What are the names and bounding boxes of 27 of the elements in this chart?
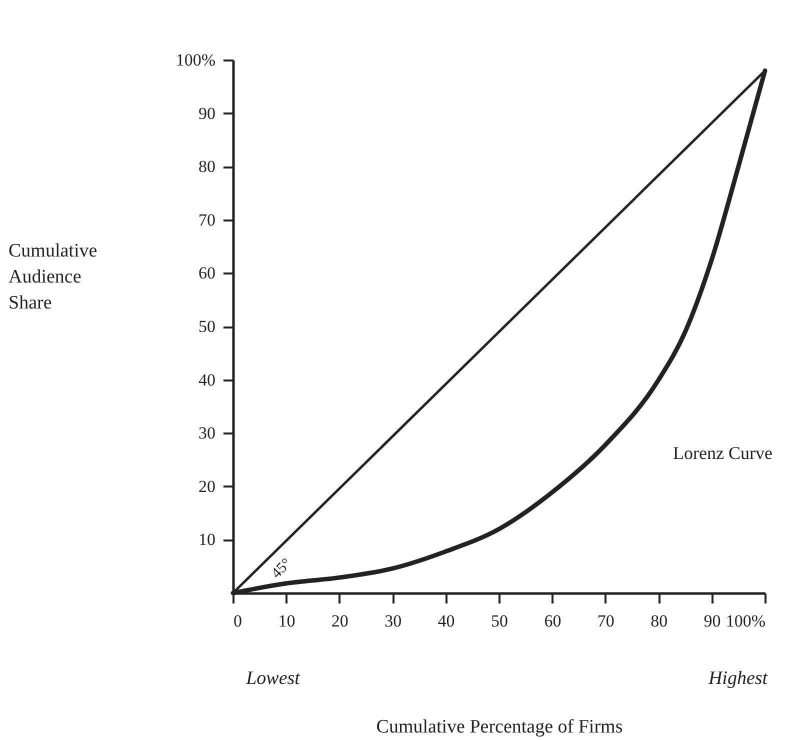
y-tick-label: 90 bbox=[198, 104, 216, 123]
annotation: Lorenz Curve bbox=[673, 443, 772, 463]
y-tick-label: 100% bbox=[176, 50, 216, 70]
x-tick-label: 50 bbox=[491, 612, 508, 630]
x-tick-label: 10 bbox=[278, 612, 296, 630]
x-tick-label: 80 bbox=[650, 612, 668, 630]
x-axis-title: Cumulative Percentage of Firms bbox=[376, 716, 623, 738]
y-tick-label: 30 bbox=[198, 424, 216, 443]
text: Highest bbox=[707, 668, 768, 689]
x-tick-label: 100% bbox=[726, 612, 766, 630]
y-tick-label: 60 bbox=[198, 264, 216, 283]
x-tick-label: 0 bbox=[234, 612, 242, 630]
x-tick-label: 40 bbox=[438, 612, 455, 630]
x-tick-label: 20 bbox=[331, 612, 348, 630]
y-axis-title: Cumulative Audience Share bbox=[8, 240, 98, 314]
y-tick-label: 50 bbox=[198, 317, 216, 336]
x-tick-label: 90 bbox=[704, 612, 721, 630]
x-tick-label: 60 bbox=[544, 612, 562, 630]
x-tick-label: 70 bbox=[597, 612, 614, 630]
x-tick-label: 30 bbox=[384, 612, 402, 630]
y-tick-label: 80 bbox=[198, 157, 216, 176]
annotation: 45° bbox=[268, 556, 295, 582]
y-tick-label: 10 bbox=[198, 530, 216, 550]
y-tick-label: 70 bbox=[198, 210, 216, 230]
text: Lowest bbox=[245, 668, 301, 689]
y-tick-label: 20 bbox=[198, 476, 216, 496]
y-tick-label: 40 bbox=[198, 370, 216, 390]
